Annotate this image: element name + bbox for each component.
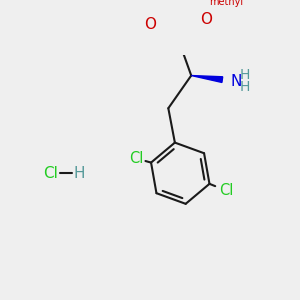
Polygon shape [191,76,223,82]
Text: H: H [239,80,250,94]
Text: Cl: Cl [129,151,143,166]
Text: O: O [144,17,156,32]
Text: H: H [73,166,85,181]
Text: Cl: Cl [219,183,233,198]
Text: methyl: methyl [209,0,244,7]
Text: O: O [200,12,212,27]
Text: N: N [230,74,242,89]
Text: H: H [239,68,250,82]
Text: Cl: Cl [43,166,58,181]
